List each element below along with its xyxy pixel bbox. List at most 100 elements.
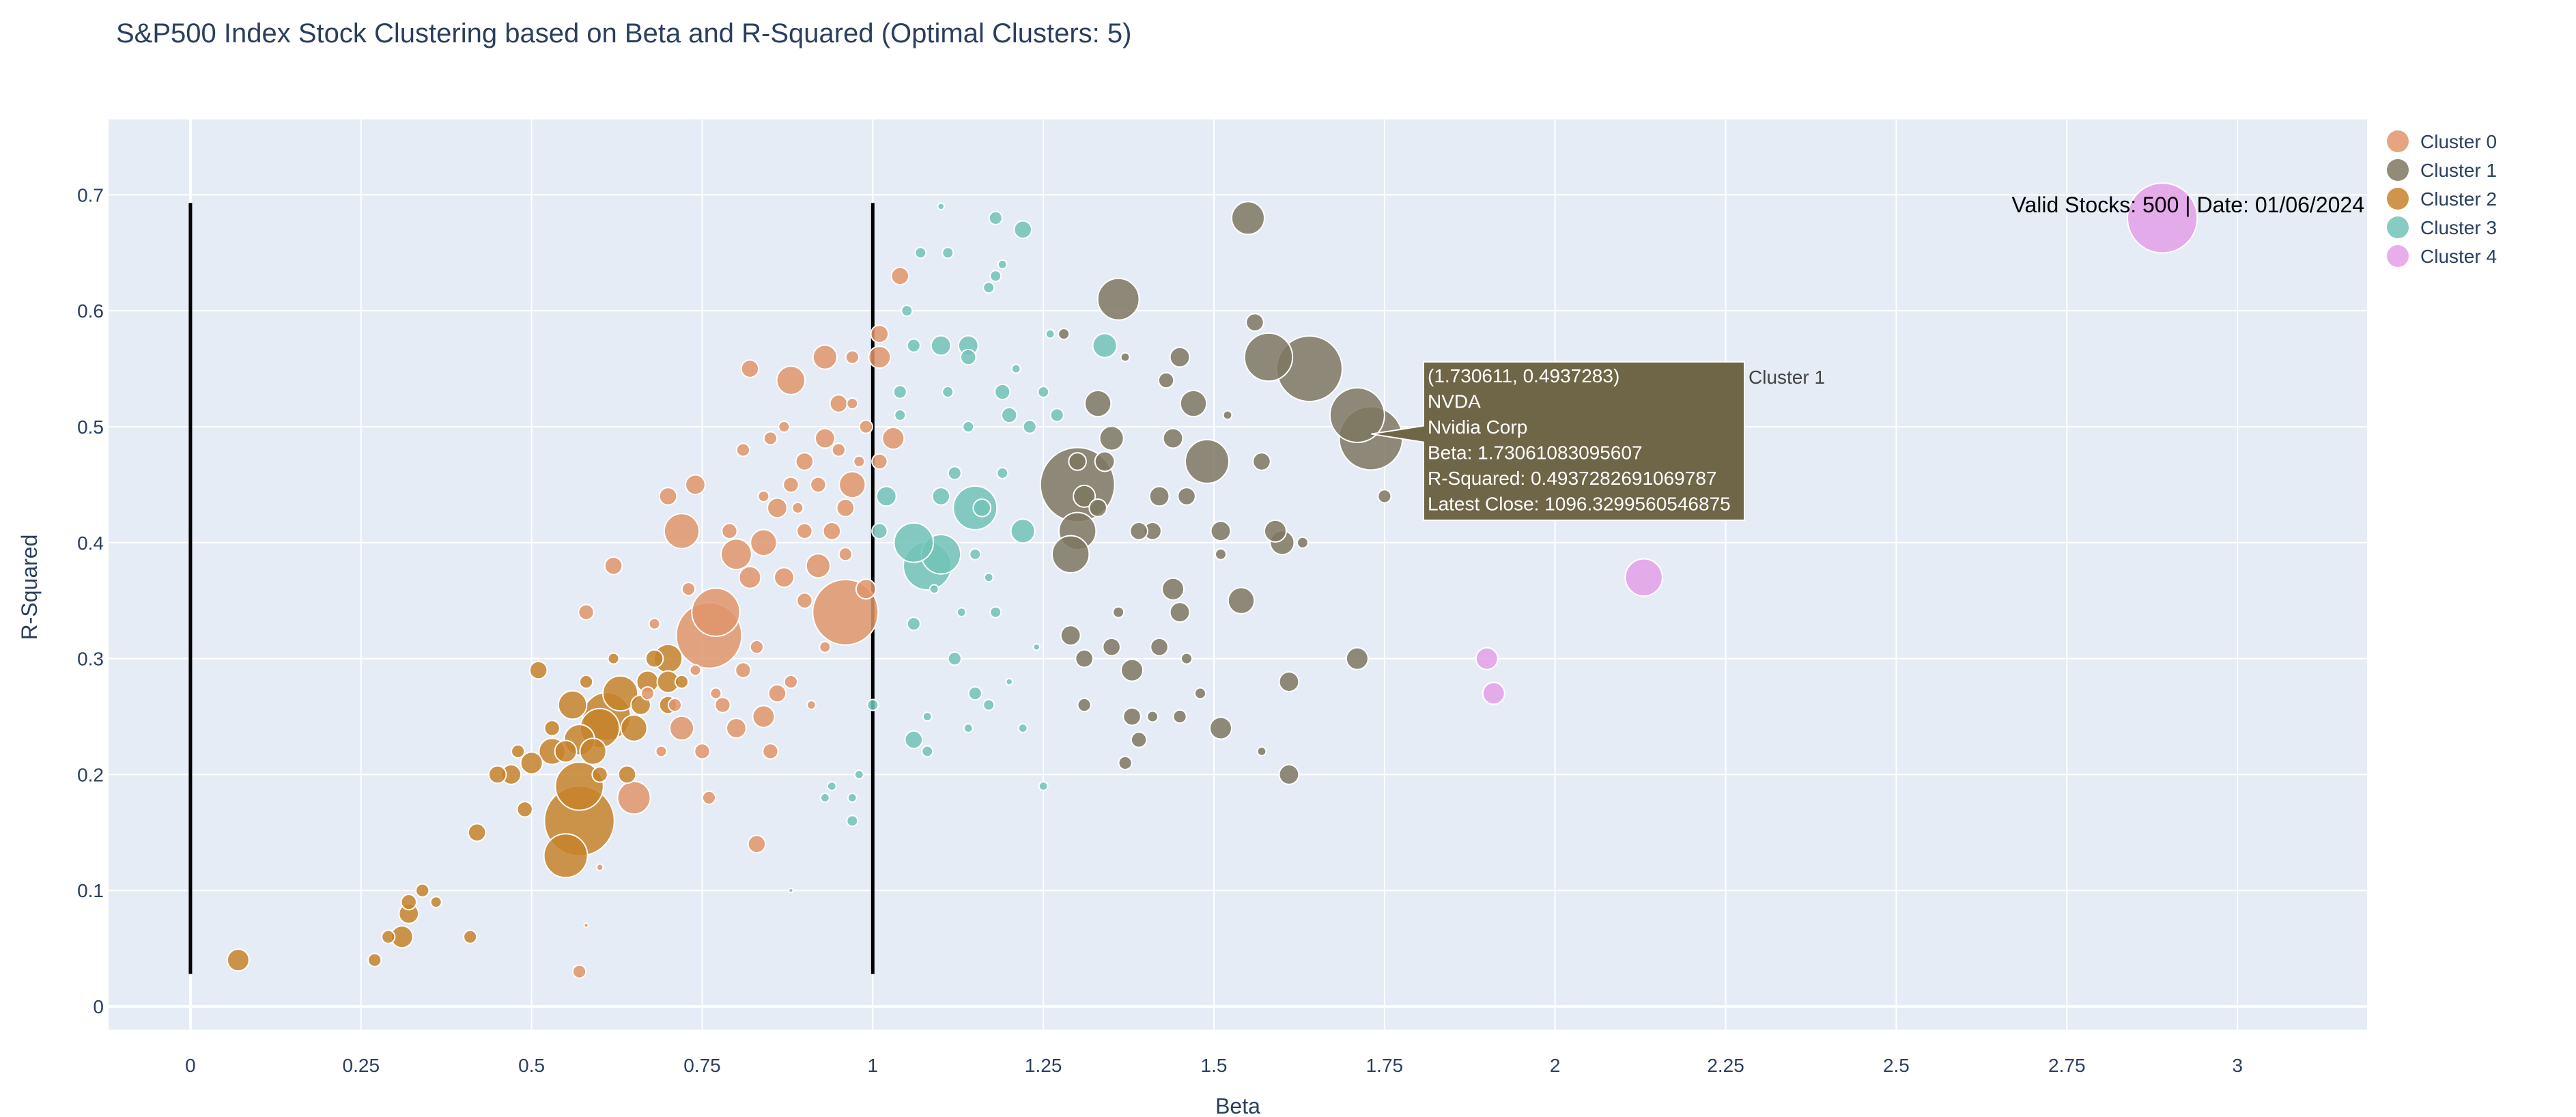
- data-point-cluster-1[interactable]: [1245, 313, 1264, 332]
- data-point-cluster-1[interactable]: [1161, 577, 1185, 601]
- data-point-cluster-4[interactable]: [1482, 681, 1505, 705]
- data-point-cluster-0[interactable]: [805, 553, 831, 579]
- data-point-cluster-3[interactable]: [871, 522, 888, 540]
- data-point-cluster-1[interactable]: [1179, 389, 1208, 418]
- data-point-cluster-1[interactable]: [1177, 487, 1196, 506]
- data-point-cluster-1[interactable]: [1073, 484, 1096, 508]
- data-point-cluster-0[interactable]: [583, 922, 589, 929]
- data-point-cluster-1[interactable]: [1112, 606, 1125, 619]
- data-point-cluster-1[interactable]: [1094, 451, 1116, 472]
- data-point-cluster-2[interactable]: [591, 766, 608, 783]
- data-point-cluster-1[interactable]: [1102, 637, 1121, 657]
- data-point-cluster-1[interactable]: [1243, 332, 1294, 382]
- data-point-cluster-0[interactable]: [752, 705, 776, 729]
- data-point-cluster-3[interactable]: [988, 210, 1003, 225]
- data-point-cluster-3[interactable]: [914, 246, 927, 259]
- data-point-cluster-2[interactable]: [579, 737, 607, 765]
- data-point-cluster-3[interactable]: [983, 572, 994, 583]
- data-point-cluster-0[interactable]: [726, 718, 747, 739]
- data-point-cluster-0[interactable]: [701, 790, 717, 805]
- data-point-cluster-3[interactable]: [947, 466, 962, 481]
- data-point-cluster-1[interactable]: [1215, 548, 1228, 561]
- data-point-cluster-3[interactable]: [866, 698, 879, 711]
- data-point-cluster-1[interactable]: [1122, 707, 1142, 726]
- data-point-cluster-1[interactable]: [1157, 371, 1175, 389]
- data-point-cluster-3[interactable]: [942, 246, 954, 259]
- data-point-cluster-0[interactable]: [796, 592, 813, 609]
- data-point-cluster-3[interactable]: [1010, 518, 1036, 544]
- data-point-cluster-1[interactable]: [1075, 649, 1094, 668]
- data-point-cluster-1[interactable]: [1077, 697, 1092, 713]
- data-point-cluster-1[interactable]: [1146, 710, 1159, 723]
- legend-label[interactable]: Cluster 0: [2420, 131, 2497, 152]
- data-point-cluster-2[interactable]: [578, 674, 594, 690]
- data-point-cluster-3[interactable]: [989, 270, 1002, 283]
- data-point-cluster-0[interactable]: [782, 476, 799, 494]
- data-point-cluster-2[interactable]: [429, 896, 442, 909]
- data-point-cluster-0[interactable]: [783, 674, 798, 690]
- data-point-cluster-0[interactable]: [814, 427, 836, 449]
- data-point-cluster-0[interactable]: [720, 538, 752, 571]
- data-point-cluster-0[interactable]: [571, 964, 587, 979]
- data-point-cluster-3[interactable]: [989, 606, 1002, 619]
- data-point-cluster-1[interactable]: [1252, 452, 1271, 471]
- data-point-cluster-3[interactable]: [967, 685, 982, 701]
- data-point-cluster-1[interactable]: [1278, 764, 1300, 785]
- data-point-cluster-1[interactable]: [1180, 652, 1193, 665]
- data-point-cluster-2[interactable]: [415, 883, 430, 898]
- data-point-cluster-3[interactable]: [947, 651, 962, 666]
- data-point-cluster-0[interactable]: [735, 442, 751, 457]
- data-point-cluster-1[interactable]: [1194, 687, 1207, 700]
- data-point-cluster-0[interactable]: [578, 604, 595, 621]
- data-point-cluster-1[interactable]: [1058, 328, 1071, 341]
- data-point-cluster-1[interactable]: [1051, 535, 1090, 574]
- data-point-cluster-0[interactable]: [648, 617, 661, 630]
- data-point-cluster-0[interactable]: [855, 578, 877, 600]
- legend-label[interactable]: Cluster 4: [2420, 246, 2497, 267]
- data-point-cluster-1[interactable]: [1096, 277, 1140, 321]
- data-point-cluster-0[interactable]: [871, 453, 888, 470]
- data-point-cluster-0[interactable]: [685, 474, 706, 496]
- data-point-cluster-0[interactable]: [663, 513, 700, 550]
- data-point-cluster-0[interactable]: [714, 696, 731, 713]
- data-point-cluster-0[interactable]: [791, 501, 804, 514]
- data-point-cluster-1[interactable]: [1148, 485, 1170, 507]
- data-point-cluster-0[interactable]: [750, 528, 778, 557]
- data-point-cluster-2[interactable]: [516, 801, 533, 818]
- data-point-cluster-2[interactable]: [607, 652, 620, 665]
- data-point-cluster-3[interactable]: [1049, 408, 1064, 423]
- data-point-cluster-2[interactable]: [543, 720, 561, 737]
- data-point-cluster-3[interactable]: [1013, 220, 1032, 240]
- data-point-cluster-3[interactable]: [826, 781, 837, 791]
- data-point-cluster-3[interactable]: [969, 548, 982, 561]
- data-point-cluster-0[interactable]: [767, 683, 787, 703]
- legend-label[interactable]: Cluster 1: [2420, 160, 2497, 181]
- data-point-cluster-3[interactable]: [892, 384, 907, 399]
- data-point-cluster-2[interactable]: [463, 929, 478, 944]
- data-point-cluster-3[interactable]: [960, 348, 977, 366]
- data-point-cluster-0[interactable]: [870, 324, 890, 343]
- data-point-cluster-0[interactable]: [795, 452, 815, 471]
- data-point-cluster-2[interactable]: [617, 765, 637, 784]
- data-point-cluster-0[interactable]: [757, 490, 770, 503]
- data-point-cluster-0[interactable]: [846, 397, 859, 410]
- data-point-cluster-3[interactable]: [1045, 328, 1056, 339]
- data-point-cluster-0[interactable]: [640, 685, 655, 701]
- data-point-cluster-0[interactable]: [838, 547, 853, 562]
- data-point-cluster-1[interactable]: [1088, 498, 1107, 518]
- data-point-cluster-0[interactable]: [694, 743, 711, 760]
- data-point-cluster-1[interactable]: [1230, 201, 1265, 236]
- data-point-cluster-0[interactable]: [658, 487, 678, 506]
- data-point-cluster-2[interactable]: [557, 690, 588, 720]
- data-point-cluster-0[interactable]: [667, 697, 683, 713]
- data-point-cluster-2[interactable]: [645, 649, 664, 668]
- data-point-cluster-3[interactable]: [922, 711, 933, 722]
- data-point-cluster-1[interactable]: [1345, 647, 1369, 670]
- data-point-cluster-0[interactable]: [822, 522, 842, 541]
- data-point-cluster-3[interactable]: [1092, 333, 1118, 358]
- data-point-cluster-2[interactable]: [554, 739, 578, 763]
- data-point-cluster-2[interactable]: [467, 823, 487, 843]
- data-point-cluster-1[interactable]: [1169, 602, 1191, 623]
- data-point-cluster-1[interactable]: [1172, 709, 1187, 724]
- data-point-cluster-0[interactable]: [740, 359, 760, 378]
